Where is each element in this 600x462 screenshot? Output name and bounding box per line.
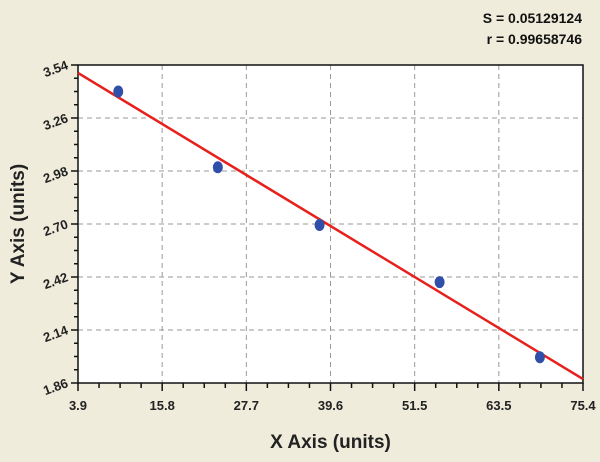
x-tick-label: 75.4 xyxy=(570,398,596,413)
y-tick-label: 2.14 xyxy=(41,322,71,345)
x-tick-label: 51.5 xyxy=(402,398,427,413)
data-point xyxy=(113,85,124,98)
x-tick-label: 15.8 xyxy=(150,398,175,413)
s-annotation: S = 0.05129124 xyxy=(482,10,582,26)
y-tick-label: 3.54 xyxy=(41,57,71,80)
data-point xyxy=(434,276,445,289)
data-point xyxy=(314,218,325,231)
data-point xyxy=(212,161,223,174)
fit-line xyxy=(77,71,584,381)
x-tick-label: 39.6 xyxy=(318,398,343,413)
x-tick-label: 3.9 xyxy=(69,398,87,413)
r-annotation: r = 0.99658746 xyxy=(486,31,582,47)
x-tick-label: 27.7 xyxy=(234,398,259,413)
x-axis-label: X Axis (units) xyxy=(270,432,391,453)
y-tick-label: 2.70 xyxy=(41,216,70,239)
y-axis-label: Y Axis (units) xyxy=(8,164,29,284)
y-tick-label: 1.86 xyxy=(41,375,70,398)
x-tick-label: 63.5 xyxy=(486,398,511,413)
y-tick-label: 2.42 xyxy=(41,269,70,292)
data-point xyxy=(534,351,545,364)
y-tick-label: 2.98 xyxy=(41,163,70,186)
y-tick-label: 3.26 xyxy=(41,110,70,133)
